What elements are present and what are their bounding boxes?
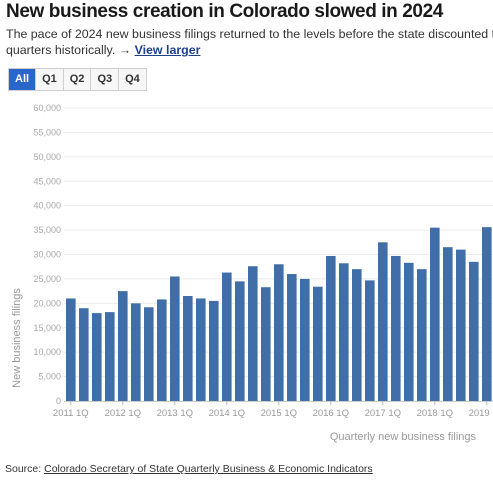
bar[interactable]: 2016 Q1 (326, 255, 336, 401)
bar[interactable]: 2013 Q1 (170, 276, 180, 401)
tab-q1[interactable]: Q1 (36, 69, 64, 90)
arrow-right-icon: → (118, 43, 132, 57)
x-tick-label: 2013 1Q (157, 408, 193, 419)
bar[interactable]: 2017 Q3 (404, 262, 414, 401)
y-tick-label: 5,000 (38, 372, 61, 382)
bar[interactable]: 2019 Q1 (482, 227, 492, 401)
y-tick-label: 50,000 (33, 152, 61, 162)
bar[interactable]: 2012 Q2 (131, 303, 141, 401)
bar[interactable]: 2014 Q4 (261, 287, 271, 401)
y-tick-label: 20,000 (33, 298, 61, 308)
bar[interactable]: 2015 Q2 (287, 274, 297, 401)
description-line-1: The pace of 2024 new business filings re… (6, 27, 493, 41)
x-tick-label: 2014 1Q (209, 408, 245, 419)
bar[interactable]: 2014 Q3 (248, 266, 258, 401)
bar[interactable]: 2013 Q3 (196, 298, 206, 401)
y-axis-title: New business filings (11, 288, 23, 388)
y-axis-ticks: 0 5,000 10,000 15,000 20,000 25,000 30,000 35,0… (33, 103, 61, 406)
y-tick-label: 0 (56, 396, 61, 406)
bar[interactable]: 2017 Q2 (391, 255, 401, 401)
tab-q3[interactable]: Q3 (91, 69, 120, 90)
bar[interactable]: 2013 Q2 (183, 296, 193, 401)
y-tick-label: 45,000 (33, 176, 61, 186)
bar[interactable]: 2013 Q4 (209, 300, 219, 401)
bar[interactable]: 2012 Q4 (157, 299, 167, 401)
bar[interactable]: 2018 Q4 (469, 261, 479, 401)
bar[interactable]: 2015 Q1 (274, 264, 284, 401)
bar[interactable]: 2014 Q1 (222, 272, 232, 401)
bar[interactable]: 2011 Q3 (92, 313, 102, 401)
source-link[interactable]: Colorado Secretary of State Quarterly Bu… (44, 463, 373, 475)
y-tick-label: 35,000 (33, 225, 61, 235)
bar[interactable]: 2012 Q1 (118, 291, 128, 401)
y-tick-label: 15,000 (33, 323, 61, 333)
y-tick-label: 40,000 (33, 201, 61, 211)
bar[interactable]: 2016 Q3 (352, 269, 362, 401)
description-line-2-text: quarters historically. (6, 43, 116, 57)
bar[interactable]: 2016 Q4 (365, 280, 375, 401)
x-tick-label: 2017 1Q (365, 408, 401, 419)
x-axis-ticks: 2011 1Q 2012 1Q 2013 1Q 2014 1Q 2015 1Q 2016 … (53, 401, 493, 419)
bar-chart: 0 5,000 10,000 15,000 20,000 25,000 30,000 35,0… (11, 103, 493, 443)
bar[interactable]: 2018 Q3 (456, 249, 466, 401)
bar[interactable]: 2012 Q3 (144, 307, 154, 401)
bar[interactable]: 2011 Q4 (105, 312, 115, 401)
tab-q4[interactable]: Q4 (119, 69, 146, 90)
chart-headline: New business creation in Colorado slowed… (6, 1, 443, 22)
bar[interactable]: 2015 Q3 (300, 278, 310, 401)
source-note: Source: Colorado Secretary of State Quar… (5, 463, 373, 475)
view-larger-link[interactable]: View larger (134, 43, 201, 57)
bars: 2011 Q12011 Q22011 Q32011 Q42012 Q12012 … (66, 227, 492, 401)
x-tick-label: 2011 1Q (53, 408, 89, 419)
bar[interactable]: 2011 Q1 (66, 298, 76, 401)
tab-q2[interactable]: Q2 (63, 69, 92, 90)
x-tick-label: 2012 1Q (105, 408, 141, 419)
bar[interactable]: 2014 Q2 (235, 281, 245, 401)
description-line-2: quarters historically. → View larger (6, 42, 493, 58)
bar[interactable]: 2017 Q4 (417, 269, 427, 401)
bar[interactable]: 2018 Q2 (443, 247, 453, 401)
x-tick-label: 2016 1Q (313, 408, 349, 419)
y-tick-label: 60,000 (33, 103, 61, 113)
bar[interactable]: 2011 Q2 (79, 308, 89, 401)
y-tick-label: 10,000 (33, 347, 61, 357)
quarter-filter-tabs: All Q1 Q2 Q3 Q4 (8, 68, 147, 91)
bar[interactable]: 2016 Q2 (339, 263, 349, 401)
source-label: Source: (5, 463, 42, 475)
bar[interactable]: 2015 Q4 (313, 286, 323, 401)
bar[interactable]: 2018 Q1 (430, 227, 440, 401)
y-tick-label: 55,000 (33, 127, 61, 137)
tab-all[interactable]: All (9, 69, 37, 90)
x-axis-title: Quarterly new business filings (330, 431, 477, 443)
bar[interactable]: 2017 Q1 (378, 242, 388, 401)
chart-description: The pace of 2024 new business filings re… (6, 26, 493, 58)
x-tick-label: 2015 1Q (261, 408, 297, 419)
x-tick-label: 2019 1Q (469, 408, 493, 419)
x-tick-label: 2018 1Q (417, 408, 453, 419)
y-tick-label: 25,000 (33, 274, 61, 284)
y-tick-label: 30,000 (33, 250, 61, 260)
